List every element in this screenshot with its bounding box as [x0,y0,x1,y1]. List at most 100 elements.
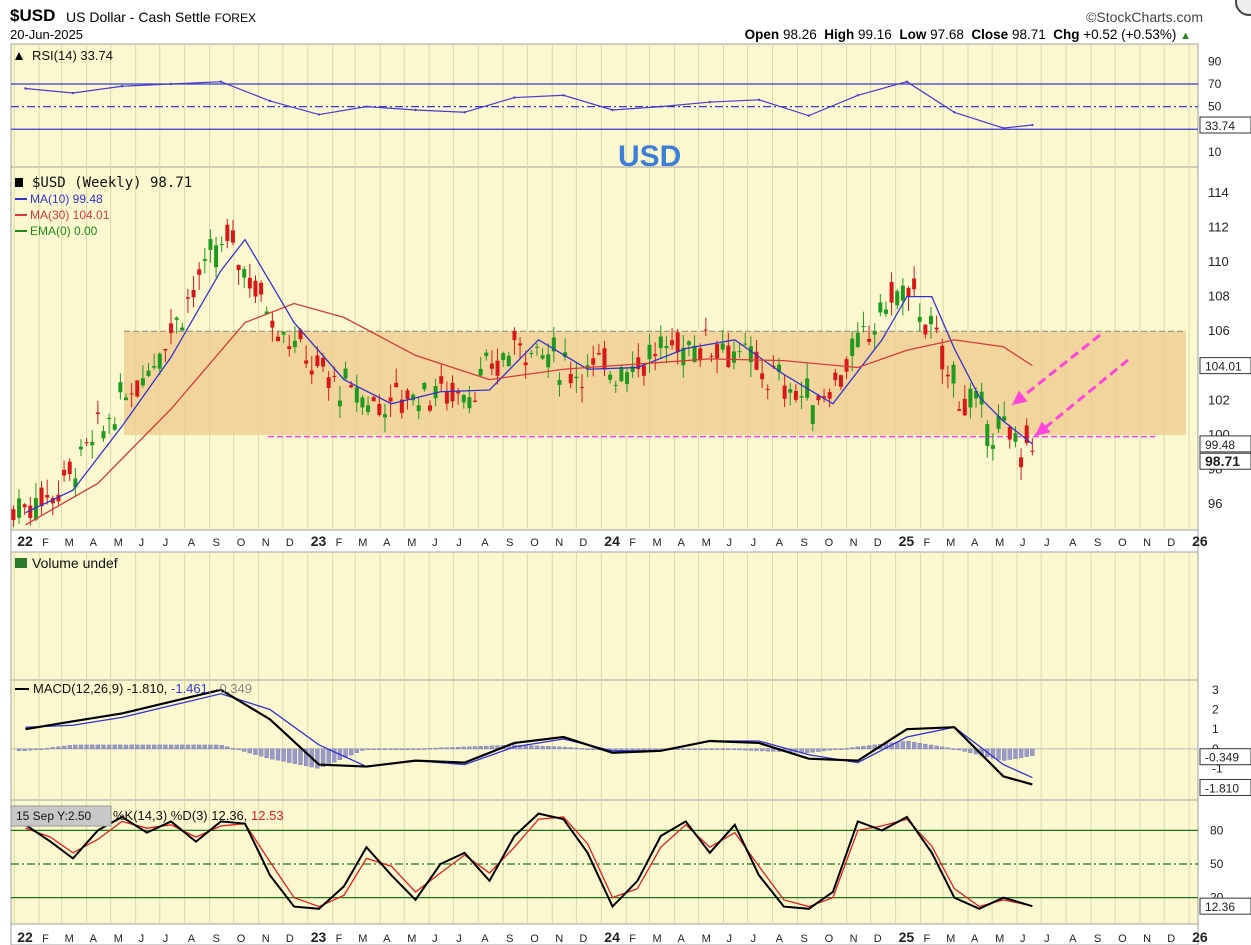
stoch-x-tick-label: F [924,933,931,945]
macd-hist-bar [332,748,337,763]
macd-hist-bar [197,744,202,750]
rsi-point [856,94,860,97]
candle-down [670,340,675,346]
stoch-x-tick-label: M [946,933,955,945]
macd-value-box [1199,748,1251,766]
rsi-point [463,111,466,114]
rsi-ytick-label: 50 [1208,100,1222,114]
candle-down [715,344,720,359]
price-x-tick-label: O [237,537,246,549]
stoch-x-tick-label: N [850,933,858,945]
rsi-point [414,108,417,112]
macd-hist-bar [461,746,466,750]
candle-down [822,396,827,399]
price-x-tick-label: 24 [604,533,620,549]
candle-down [1019,457,1024,468]
price-x-tick-label: A [677,537,685,549]
macd-hist-bar [917,742,922,750]
macd-hist-bar [1007,748,1012,760]
candle-down [816,395,821,401]
rsi-point [219,80,223,83]
macd-hist-bar [754,748,759,751]
candle-down [1024,425,1029,444]
macd-hist-bar [399,748,404,751]
rsi-value-label: 33.74 [1205,119,1235,133]
price-ytick-label: 102 [1208,392,1230,407]
open-label: Open [744,27,780,42]
candle-up [529,353,534,355]
candle-up [681,347,686,366]
macd-hist-bar [911,742,917,750]
macd-hist-bar [163,744,168,750]
rsi-value-box [1199,116,1251,134]
candle-down [275,336,280,342]
stoch-x-tick-label: S [506,933,513,945]
price-x-tick-label: J [432,537,438,549]
candle-down [185,297,190,299]
macd-hist-bar [996,748,1001,760]
macd-hist-bar [191,744,196,750]
candle-down [349,384,354,388]
macd-hist-bar [940,746,945,750]
candle-up [861,325,866,327]
candle-up [625,372,630,385]
macd-hist-bar [1002,748,1007,761]
rsi-point [120,85,124,88]
price-x-tick-label: F [42,537,49,549]
ohlc-readout: Open 98.26 High 99.16 Low 97.68 Close 98… [745,27,1191,42]
candle-down [394,382,399,388]
candle-down [371,397,376,402]
stoch-x-tick-label: 22 [17,929,33,945]
macd-hist-bar [1030,748,1035,756]
stoch-x-tick-label: A [971,933,979,945]
macd-hist-bar [861,746,866,750]
candle-down [596,353,601,355]
macd-hist-bar [303,748,309,767]
stoch-x-tick-label: D [874,933,882,945]
candle-up [461,395,466,403]
macd-hist-bar [45,747,50,750]
candle-up [872,331,877,335]
macd-hist-bar [681,748,686,751]
candle-up [360,397,365,408]
chg-value: +0.52 (+0.53%) [1083,27,1177,42]
candle-up [799,396,804,398]
macd-hist-bar [692,748,697,751]
price-value-label: 98.71 [1205,453,1240,469]
macd-hist-bar [698,748,703,751]
candle-up [484,352,489,356]
candle-down [129,393,134,395]
macd-hist-bar [771,748,776,752]
ma-legend-label: MA(10) 99.48 [30,192,103,206]
candle-up [1002,416,1007,421]
macd-legend-hist: , -0.349 [208,681,252,696]
macd-hist-bar [28,748,33,751]
price-x-tick-label: A [188,537,196,549]
stoch-x-tick-label: F [42,933,49,945]
stoch-x-tick-label: M [995,933,1004,945]
candle-up [878,302,883,313]
macd-hist-bar [230,748,236,750]
macd-hist-bar [270,748,275,760]
price-value-box [1199,357,1251,375]
macd-legend-signal: -1.461 [171,681,208,696]
low-label: Low [899,27,927,42]
macd-hist-bar [962,748,967,752]
macd-hist-bar [647,748,652,751]
candle-up [850,338,855,356]
price-value-label: 104.01 [1205,360,1242,374]
candle-up [574,376,579,379]
macd-hist-bar [624,748,630,751]
candle-down [754,351,759,370]
candle-up [585,365,590,369]
close-icon[interactable] [1235,0,1251,16]
macd-hist-bar [315,748,320,769]
candle-down [923,324,928,335]
panel-sto [10,799,1199,925]
macd-hist-bar [748,748,754,751]
stoch-x-tick-label: O [825,933,834,945]
stoch-x-tick-label: J [432,933,438,945]
price-x-tick-label: M [407,537,416,549]
macd-hist-bar [247,748,252,754]
macd-hist-bar [585,748,590,750]
